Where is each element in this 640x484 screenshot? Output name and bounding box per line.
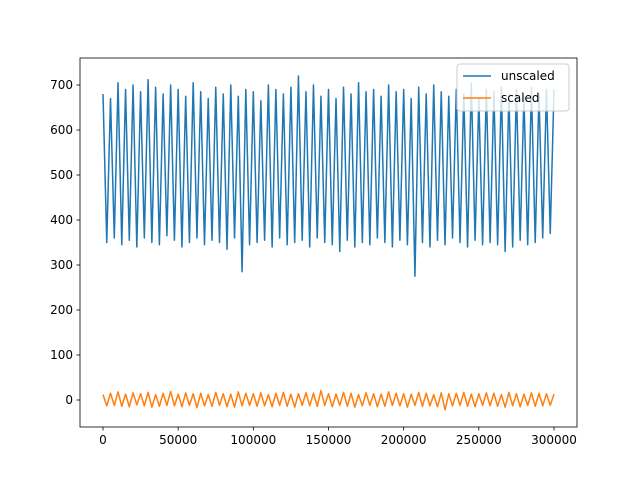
legend-label: scaled	[501, 91, 540, 105]
data-line	[102, 389, 555, 411]
x-tick-label: 250000	[456, 433, 502, 447]
plot-frame	[79, 57, 578, 428]
y-tick-label: 600	[50, 123, 73, 137]
y-tick-label: 0	[65, 393, 73, 407]
x-tick-label: 200000	[381, 433, 427, 447]
y-tick-label: 200	[50, 303, 73, 317]
x-tick-label: 300000	[531, 433, 577, 447]
y-tick-label: 400	[50, 213, 73, 227]
x-tick-label: 50000	[159, 433, 197, 447]
legend-label: unscaled	[501, 69, 555, 83]
y-tick-label: 300	[50, 258, 73, 272]
y-tick-label: 700	[50, 78, 73, 92]
y-tick-label: 500	[50, 168, 73, 182]
x-tick-label: 100000	[230, 433, 276, 447]
x-tick-label: 0	[99, 433, 107, 447]
y-tick-label: 100	[50, 348, 73, 362]
x-tick-label: 150000	[306, 433, 352, 447]
